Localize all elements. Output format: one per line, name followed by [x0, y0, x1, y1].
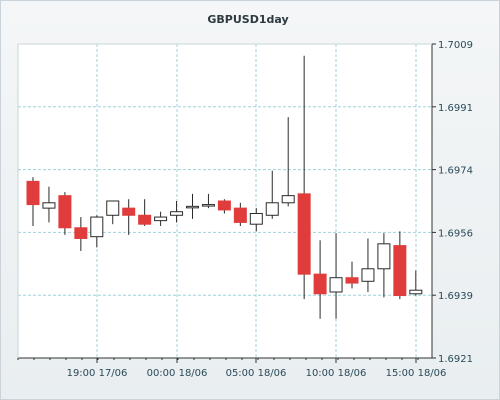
x-tick-label: 15:00 18/06 — [386, 368, 447, 379]
candle-body-down — [233, 207, 247, 223]
candle — [377, 233, 391, 298]
x-axis-ticks: 19:00 17/06 00:00 18/06 05:00 18/06 10:00 1… — [17, 358, 447, 379]
candle-body-up — [377, 243, 391, 270]
candle — [106, 200, 120, 225]
candle — [249, 208, 263, 232]
candle-body-down — [313, 273, 327, 295]
candle-body-up — [106, 200, 120, 216]
candle — [297, 55, 311, 300]
candle-body-down — [138, 214, 152, 225]
candle — [170, 201, 184, 223]
candle — [265, 170, 279, 219]
candle — [42, 186, 56, 223]
y-tick-label: 1.6956 — [438, 228, 473, 239]
y-tick-label: 1.6921 — [438, 354, 473, 365]
candle — [26, 177, 40, 226]
candle-body-up — [201, 204, 215, 207]
candle — [361, 238, 375, 292]
candle-body-down — [297, 193, 311, 275]
candle — [313, 240, 327, 319]
axes — [17, 43, 433, 359]
candle-body-down — [26, 180, 40, 206]
candle — [201, 193, 215, 209]
x-tick-label: 19:00 17/06 — [67, 368, 128, 379]
y-tick-label: 1.7009 — [438, 40, 473, 51]
y-tick-label: 1.6974 — [438, 166, 473, 177]
candle — [393, 231, 407, 300]
candle — [217, 199, 231, 214]
candle-body-up — [186, 205, 199, 209]
candle-body-down — [393, 245, 407, 297]
candle — [345, 261, 359, 289]
candle-body-down — [58, 195, 72, 229]
y-tick-label: 1.6939 — [438, 291, 473, 302]
candle — [186, 193, 199, 219]
candle-body-up — [281, 195, 295, 204]
y-axis-ticks: 1.7009 1.6991 1.6974 1.6956 1.6939 1.6921 — [432, 40, 473, 365]
candle-body-up — [265, 202, 279, 216]
chart-title: GBPUSD1day — [207, 13, 288, 26]
candle-body-down — [74, 227, 88, 239]
candle-body-down — [345, 277, 359, 284]
x-tick-label: 00:00 18/06 — [147, 368, 208, 379]
candle — [409, 270, 423, 296]
candles — [26, 55, 423, 319]
candle-body-up — [42, 202, 56, 209]
y-tick-label: 1.6991 — [438, 103, 473, 114]
candle-body-down — [217, 200, 231, 211]
candle — [233, 202, 247, 226]
candle-body-up — [90, 216, 104, 238]
candle — [329, 233, 343, 319]
candle-body-up — [170, 211, 184, 216]
candle-body-up — [329, 277, 343, 293]
candle-body-down — [122, 207, 136, 216]
candle — [122, 199, 136, 235]
x-tick-label: 10:00 18/06 — [306, 368, 367, 379]
candle — [281, 117, 295, 207]
candle — [138, 199, 152, 226]
candle-body-up — [409, 289, 423, 295]
candle-body-up — [154, 216, 168, 222]
candle — [58, 192, 72, 235]
candle-body-up — [361, 268, 375, 282]
candle — [154, 211, 168, 226]
x-tick-label: 05:00 18/06 — [226, 368, 287, 379]
candle-body-up — [249, 212, 263, 225]
candle — [74, 217, 88, 251]
candle — [90, 215, 104, 248]
